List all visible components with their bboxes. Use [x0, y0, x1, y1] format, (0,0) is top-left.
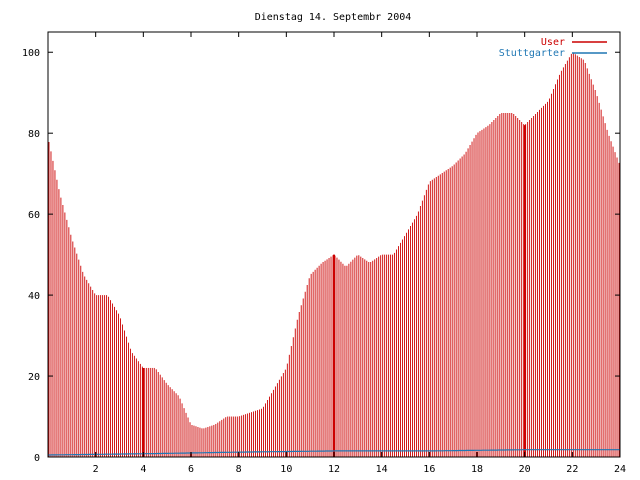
x-axis-ticks: 2 4 6 8 10 12 14 16 18 20 22 24 — [93, 32, 626, 475]
x-tick-label: 10 — [280, 464, 292, 475]
x-tick-label: 24 — [614, 464, 626, 475]
x-tick-label: 22 — [566, 464, 578, 475]
x-tick-label: 20 — [519, 464, 531, 475]
y-tick-label: 100 — [22, 48, 40, 59]
x-tick-label: 18 — [471, 464, 483, 475]
y-tick-label: 80 — [28, 129, 40, 140]
legend-label-user: User — [541, 37, 565, 48]
legend-label-stuttgarter: Stuttgarter — [499, 48, 565, 59]
y-tick-label: 0 — [34, 453, 40, 464]
user-series-bars — [48, 52, 620, 457]
x-tick-label: 16 — [423, 464, 435, 475]
chart-title: Dienstag 14. Septembr 2004 — [255, 12, 412, 23]
y-tick-label: 60 — [28, 210, 40, 221]
y-tick-label: 40 — [28, 291, 40, 302]
x-tick-label: 2 — [93, 464, 99, 475]
x-tick-label: 8 — [236, 464, 242, 475]
legend: User Stuttgarter — [499, 37, 607, 59]
x-tick-label: 4 — [140, 464, 146, 475]
y-tick-label: 20 — [28, 372, 40, 383]
x-tick-label: 6 — [188, 464, 194, 475]
x-tick-label: 14 — [376, 464, 388, 475]
x-tick-label: 12 — [328, 464, 340, 475]
y-axis-ticks: 0 20 40 60 80 100 — [22, 48, 620, 464]
